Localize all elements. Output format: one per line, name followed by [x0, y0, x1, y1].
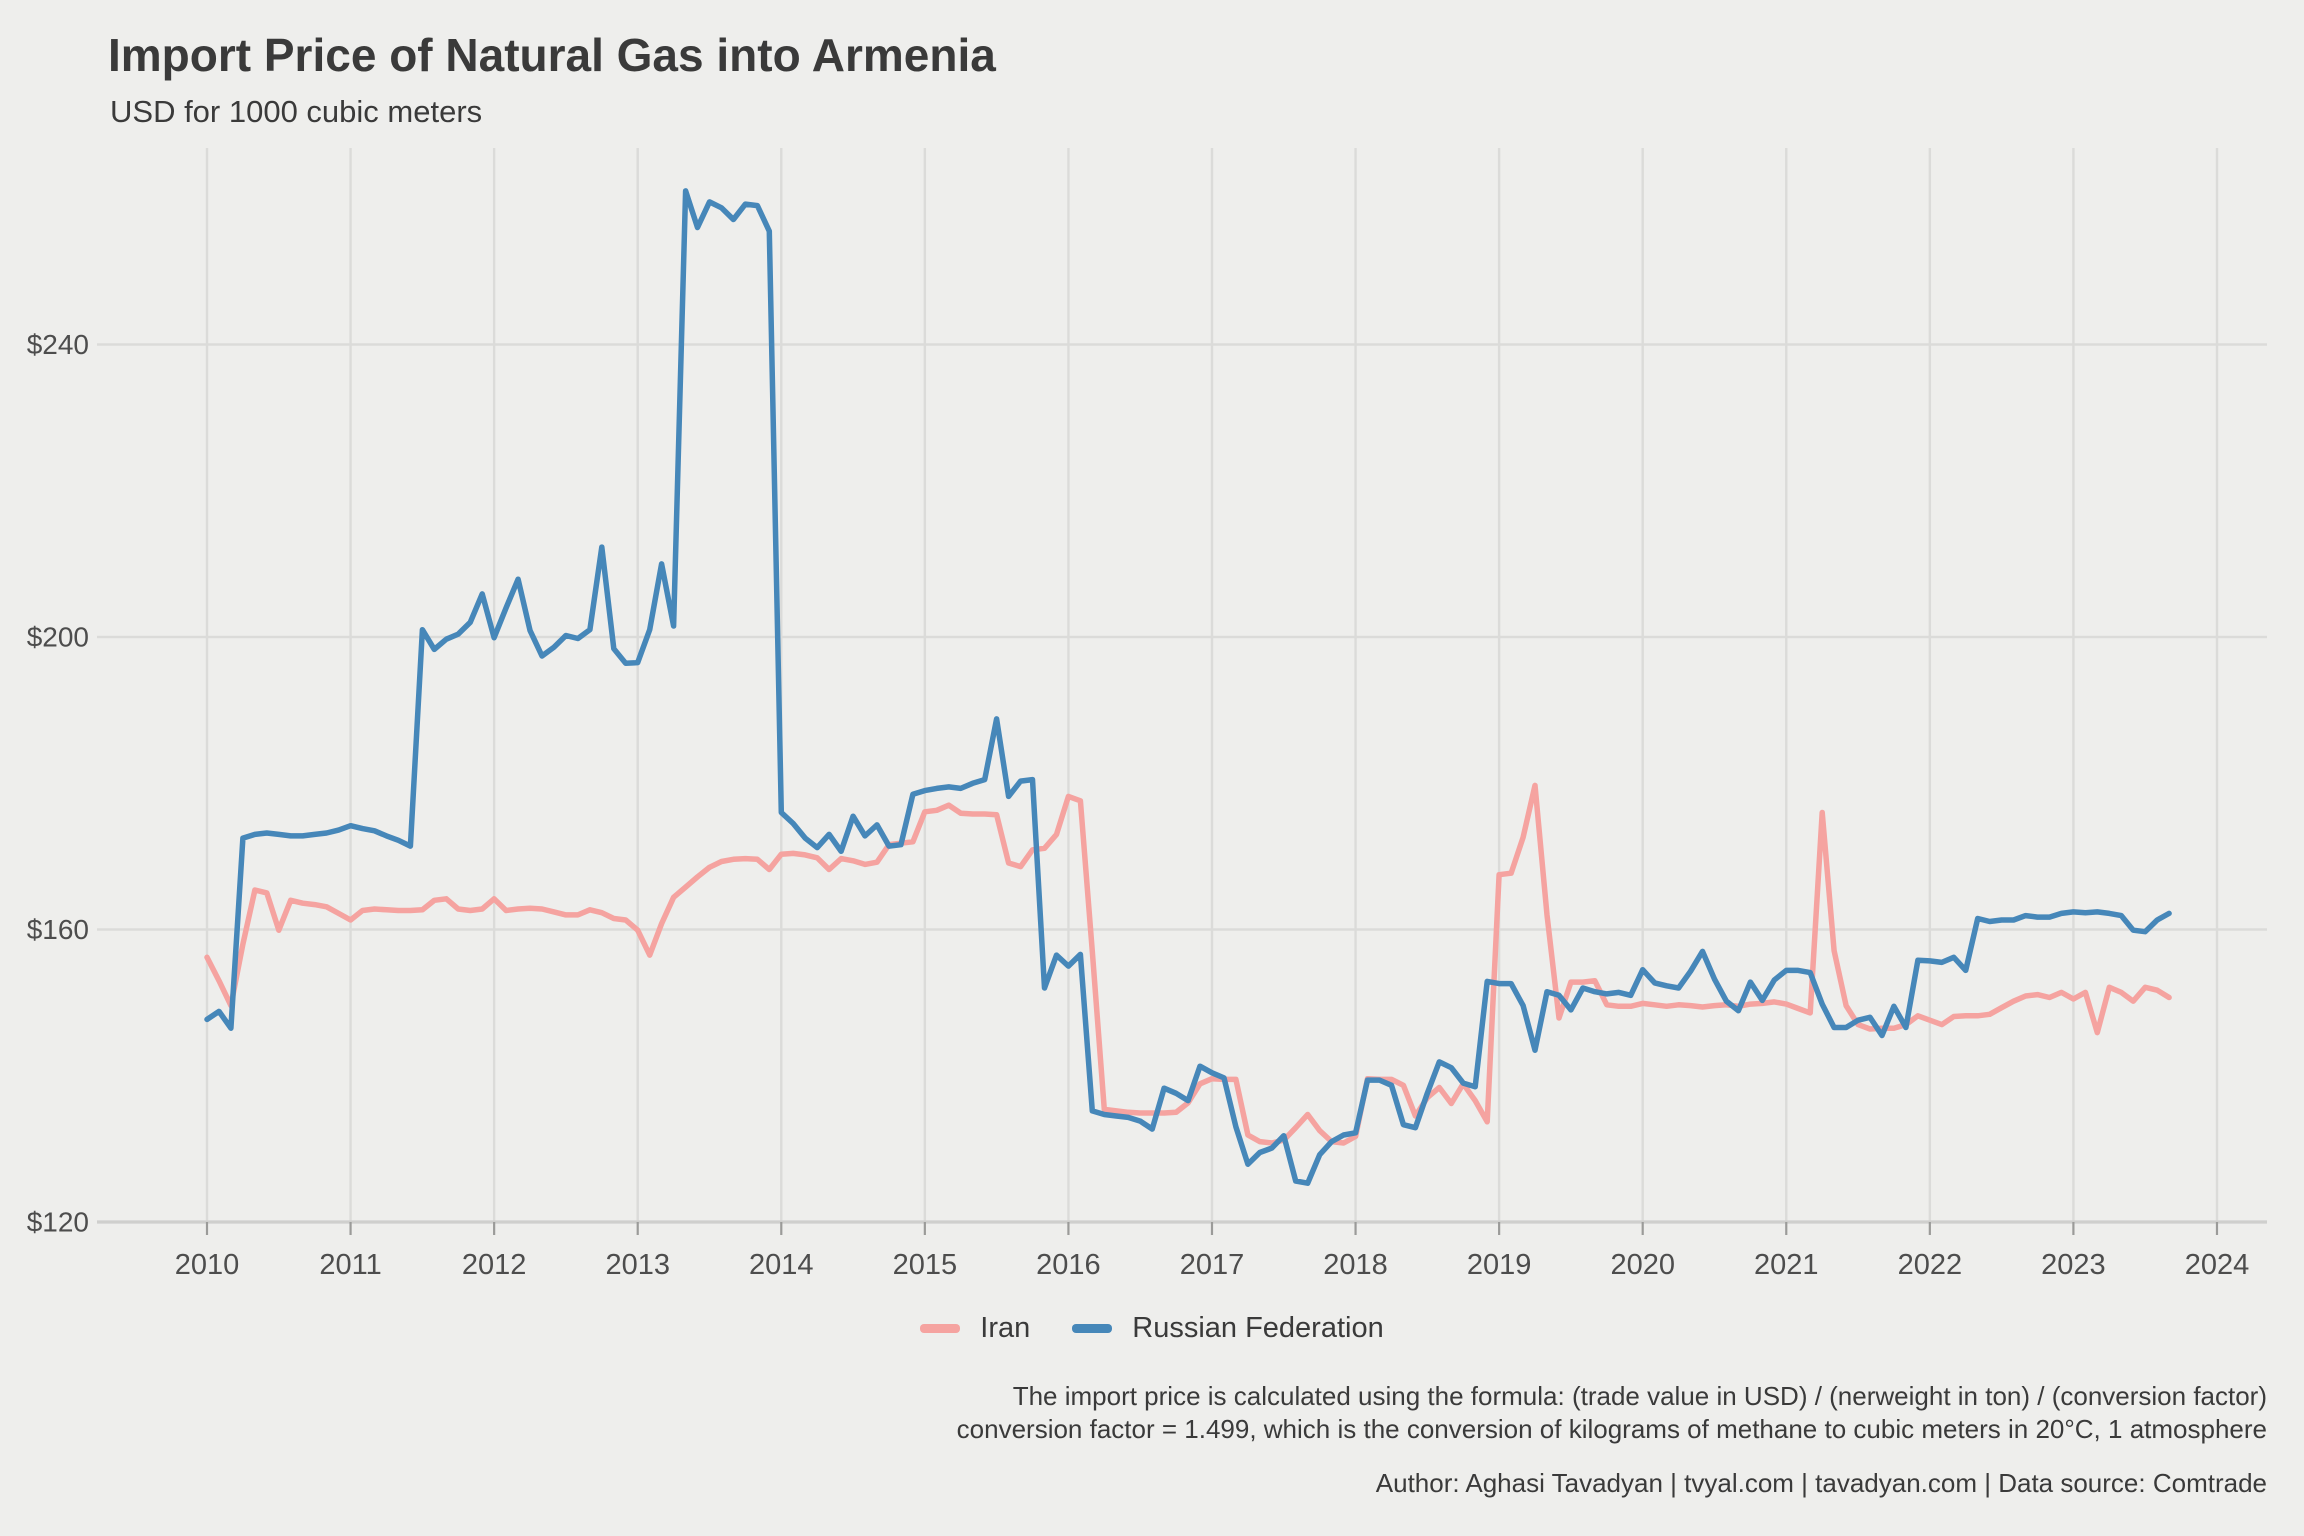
y-tick-label: $200 [27, 622, 89, 653]
caption-author: Author: Aghasi Tavadyan | tvyal.com | ta… [1375, 1468, 2267, 1498]
x-tick-label: 2010 [175, 1249, 240, 1281]
y-tick-label: $120 [27, 1207, 89, 1238]
x-tick-label: 2024 [2185, 1249, 2250, 1281]
caption-block: The import price is calculated using the… [957, 1380, 2267, 1500]
x-tick-label: 2019 [1467, 1249, 1532, 1281]
legend: Iran Russian Federation [0, 1312, 2304, 1345]
x-tick-label: 2021 [1754, 1249, 1819, 1281]
x-tick-label: 2023 [2041, 1249, 2106, 1281]
legend-swatch-iran [920, 1324, 961, 1333]
legend-item-russian-federation: Russian Federation [1072, 1312, 1384, 1345]
legend-label-iran: Iran [980, 1312, 1031, 1344]
chart-title: Import Price of Natural Gas into Armenia [108, 29, 996, 81]
legend-label-russian-federation: Russian Federation [1132, 1312, 1384, 1344]
caption-formula-line2: conversion factor = 1.499, which is the … [956, 1414, 2267, 1444]
series-line-iran [204, 782, 2172, 1146]
x-tick-label: 2015 [893, 1249, 958, 1281]
chart-subtitle: USD for 1000 cubic meters [110, 94, 483, 129]
series-line-russian-federation [204, 188, 2172, 1186]
x-tick-label: 2014 [749, 1249, 814, 1281]
y-tick-label: $240 [27, 329, 89, 360]
x-tick-label: 2011 [319, 1249, 381, 1281]
x-tick-label: 2017 [1180, 1249, 1245, 1281]
y-tick-label: $160 [27, 914, 89, 945]
x-tick-label: 2022 [1898, 1249, 1963, 1281]
legend-item-iran: Iran [920, 1312, 1030, 1345]
legend-swatch-russian-federation [1072, 1324, 1113, 1333]
x-tick-label: 2018 [1323, 1249, 1388, 1281]
x-tick-label: 2013 [605, 1249, 670, 1281]
x-tick-label: 2016 [1036, 1249, 1101, 1281]
x-tick-label: 2012 [462, 1249, 527, 1281]
caption-formula-line1: The import price is calculated using the… [1012, 1381, 2267, 1411]
x-tick-label: 2020 [1610, 1249, 1675, 1281]
